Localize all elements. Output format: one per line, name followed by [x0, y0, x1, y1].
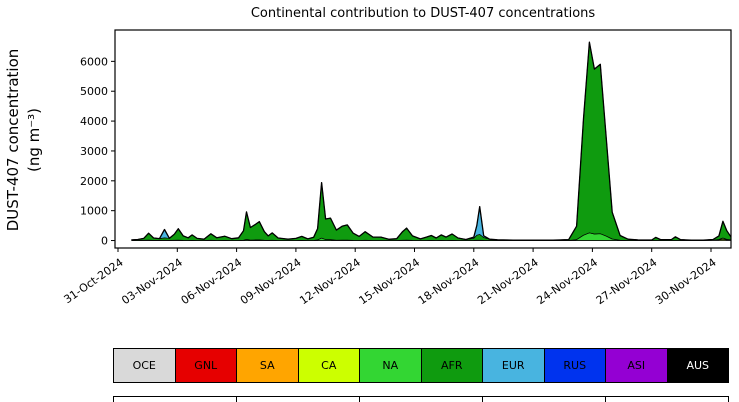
legend-row2-cell — [236, 396, 360, 402]
y-tick-label: 1000 — [80, 205, 108, 218]
legend-item-eur: EUR — [482, 348, 545, 383]
legend-item-gnl: GNL — [174, 348, 237, 383]
x-tick-label: 21-Nov-2024 — [475, 256, 541, 307]
y-axis-label: DUST-407 concentration (ng m⁻³) — [3, 4, 45, 276]
x-tick-label: 27-Nov-2024 — [594, 256, 660, 307]
legend-row2-cell — [113, 396, 237, 402]
legend-row2-cell — [482, 396, 606, 402]
total-outline — [131, 41, 732, 241]
x-tick-label: 15-Nov-2024 — [357, 256, 423, 307]
x-tick-label: 03-Nov-2024 — [119, 256, 185, 307]
y-axis-label-line1: DUST-407 concentration — [4, 48, 22, 232]
chart-title: Continental contribution to DUST-407 con… — [250, 6, 596, 21]
x-tick-label: 12-Nov-2024 — [297, 256, 363, 307]
x-tick-label: 06-Nov-2024 — [179, 256, 245, 307]
x-tick-label: 24-Nov-2024 — [534, 256, 600, 307]
axes-box — [114, 29, 732, 249]
legend-item-sa: SA — [236, 348, 299, 383]
legend: OCE GNL SA CA NA AFR EUR RUS ASI AUS — [113, 348, 729, 383]
legend-item-na: NA — [359, 348, 422, 383]
x-axis: 31-Oct-202403-Nov-202406-Nov-202409-Nov-… — [62, 248, 719, 307]
x-tick-label: 31-Oct-2024 — [62, 256, 126, 306]
legend-item-asi: ASI — [605, 348, 668, 383]
legend-row2-cell — [359, 396, 483, 402]
y-tick-label: 4000 — [80, 115, 108, 128]
legend-item-oce: OCE — [113, 348, 176, 383]
y-tick-label: 3000 — [80, 145, 108, 158]
y-tick-label: 0 — [101, 235, 108, 248]
plot-background — [115, 30, 731, 248]
x-tick-label: 30-Nov-2024 — [653, 256, 719, 307]
legend-item-afr: AFR — [420, 348, 483, 383]
legend-item-rus: RUS — [543, 348, 606, 383]
legend-second-row-cutoff — [113, 396, 729, 402]
legend-row2-cell — [605, 396, 729, 402]
x-tick-label: 18-Nov-2024 — [416, 256, 482, 307]
y-axis-label-line2: (ng m⁻³) — [25, 107, 43, 173]
y-tick-label: 6000 — [80, 55, 108, 68]
y-tick-label: 5000 — [80, 85, 108, 98]
legend-item-aus: AUS — [666, 348, 729, 383]
y-tick-label: 2000 — [80, 175, 108, 188]
legend-item-ca: CA — [297, 348, 360, 383]
x-tick-label: 09-Nov-2024 — [238, 256, 304, 307]
y-axis: 0 1000 2000 3000 4000 5000 6000 — [80, 55, 115, 248]
